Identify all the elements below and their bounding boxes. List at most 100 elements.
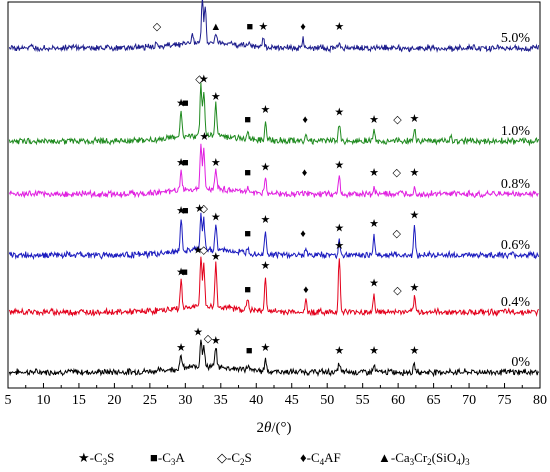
peak-marker-c3s: ★	[261, 260, 271, 272]
peak-marker-c3s: ★	[195, 203, 205, 215]
x-axis-title: 2θ/(°)	[256, 420, 291, 436]
x-tick-label: 75	[498, 393, 512, 408]
series-label: 5.0%	[501, 31, 531, 46]
peak-marker-c3s: ★	[258, 21, 268, 33]
peak-marker-c3s: ★	[369, 277, 379, 289]
peak-marker-c3a: ■	[182, 98, 189, 110]
series-label: 1.0%	[501, 124, 531, 139]
marker-layer: ★★◇★■ ★ ★ ★ ★★■★◇★■★♦★★◇ ★★■ ★◇★■★♦ ★ ★◇★★■★★■ ★ ♦…	[153, 21, 420, 357]
peak-marker-c3s: ★	[211, 91, 221, 103]
x-tick-label: 40	[249, 393, 263, 408]
peak-marker-c3s: ★	[193, 244, 203, 256]
peak-marker-c3s: ★	[410, 167, 420, 179]
peak-marker-c2s: ◇	[200, 244, 209, 256]
peak-marker-c3s: ★	[369, 114, 379, 126]
peak-marker-c2s: ◇	[204, 333, 213, 345]
x-tick-label: 35	[214, 393, 228, 408]
peak-marker-c4af: ♦	[302, 167, 308, 179]
peak-marker-c3s: ★	[334, 106, 344, 118]
x-tick-label: 70	[462, 393, 476, 408]
peak-marker-c3s: ★	[176, 157, 186, 169]
peak-marker-c3a: ■	[244, 228, 251, 240]
peak-marker-c3s: ★	[200, 131, 210, 143]
series-line-4	[8, 82, 540, 147]
peak-marker-c3a: ■	[244, 167, 251, 179]
percent-labels: 0% 0.4% 0.6% 0.8% 1.0% 5.0%	[501, 31, 531, 370]
peak-marker-c2s: ◇	[153, 21, 162, 33]
peak-marker-c3s: ★	[410, 282, 420, 294]
legend-item-c3a: ■-C3A	[150, 450, 185, 467]
legend-item-ccs: ▲-Ca3Cr2(SiO4)3	[378, 450, 470, 467]
legend-item-c2s: ◇-C2S	[217, 450, 252, 467]
x-axis-ticks: 5 10 15 20 25 30 35 40 45 50 55 60 65 70 75 80	[5, 383, 547, 408]
series-line-5	[8, 0, 540, 54]
peak-marker-c3s: ★	[410, 209, 420, 221]
peak-marker-c3a: ■	[181, 266, 188, 278]
x-tick-label: 55	[356, 393, 370, 408]
x-tick-label: 65	[427, 393, 441, 408]
peak-marker-c4af: ♦	[302, 114, 308, 126]
peak-marker-c2s: ◇	[393, 114, 402, 126]
peak-marker-c4af: ♦	[300, 21, 306, 33]
peak-marker-c3a: ■	[182, 205, 189, 217]
series-line-0	[8, 339, 540, 378]
plot-frame	[7, 1, 541, 389]
x-tick-label: 80	[533, 393, 547, 408]
x-tick-label: 5	[5, 393, 12, 408]
x-tick-label: 15	[72, 393, 86, 408]
peak-marker-c3s: ★	[334, 345, 344, 357]
peak-marker-c3s: ★	[211, 251, 221, 263]
x-tick-label: 10	[36, 393, 50, 408]
series-line-2	[8, 212, 540, 261]
peak-marker-ccs: ▲	[210, 21, 221, 33]
x-tick-label: 60	[391, 393, 405, 408]
peak-marker-c3a: ■	[244, 114, 251, 126]
peak-marker-c2s: ◇	[392, 228, 401, 240]
peak-marker-c3a: ■	[247, 21, 254, 33]
x-tick-label: 20	[107, 393, 121, 408]
peak-marker-c3s: ★	[334, 223, 344, 235]
peak-marker-c3s: ★	[410, 113, 420, 125]
series-label: 0.8%	[501, 177, 531, 192]
series-label: 0.6%	[501, 238, 531, 253]
peak-marker-c3s: ★	[211, 335, 221, 347]
peak-marker-c3s: ★	[369, 345, 379, 357]
x-tick-label: 25	[143, 393, 157, 408]
peak-marker-c4af: ♦	[300, 228, 306, 240]
peak-marker-c3a: ■	[246, 345, 253, 357]
x-tick-label: 45	[285, 393, 299, 408]
peak-marker-c3s: ★	[176, 98, 186, 110]
x-tick-label: 30	[178, 393, 192, 408]
peak-marker-c3s: ★	[334, 240, 344, 252]
legend-item-c4af: ♦-C4AF	[300, 450, 341, 467]
peak-marker-c2s: ◇	[393, 285, 402, 297]
peak-marker-c2s: ◇	[195, 73, 204, 85]
peak-marker-c3s: ★	[410, 345, 420, 357]
peak-marker-c3s: ★	[261, 342, 271, 354]
peak-marker-c4af: ♦	[303, 284, 309, 296]
peak-marker-c2s: ◇	[200, 203, 209, 215]
peak-marker-c3s: ★	[193, 326, 203, 338]
series-line-1	[8, 256, 539, 318]
peak-marker-c3s: ★	[211, 212, 221, 224]
peak-marker-c3s: ★	[176, 266, 186, 278]
series-label: 0%	[511, 355, 530, 370]
series-layer	[8, 0, 540, 378]
series-line-3	[8, 143, 539, 199]
peak-marker-c3s: ★	[369, 218, 379, 230]
x-tick-label: 50	[320, 393, 334, 408]
peak-marker-c3s: ★	[334, 21, 344, 33]
peak-marker-c3a: ■	[244, 284, 251, 296]
peak-marker-c2s: ◇	[392, 167, 401, 179]
peak-marker-c3s: ★	[261, 162, 271, 174]
peak-marker-c3s: ★	[261, 104, 271, 116]
legend-item-c3s: ★-C3S	[78, 450, 114, 467]
peak-marker-c3s: ★	[334, 159, 344, 171]
peak-marker-c3s: ★	[176, 205, 186, 217]
legend: ★-C3S ■-C3A ◇-C2S ♦-C4AF ▲-Ca3Cr2(SiO4)3	[78, 450, 470, 467]
peak-marker-c3s: ★	[369, 167, 379, 179]
series-label: 0.4%	[501, 295, 531, 310]
peak-marker-c3s: ★	[176, 342, 186, 354]
peak-marker-c3s: ★	[199, 73, 209, 85]
